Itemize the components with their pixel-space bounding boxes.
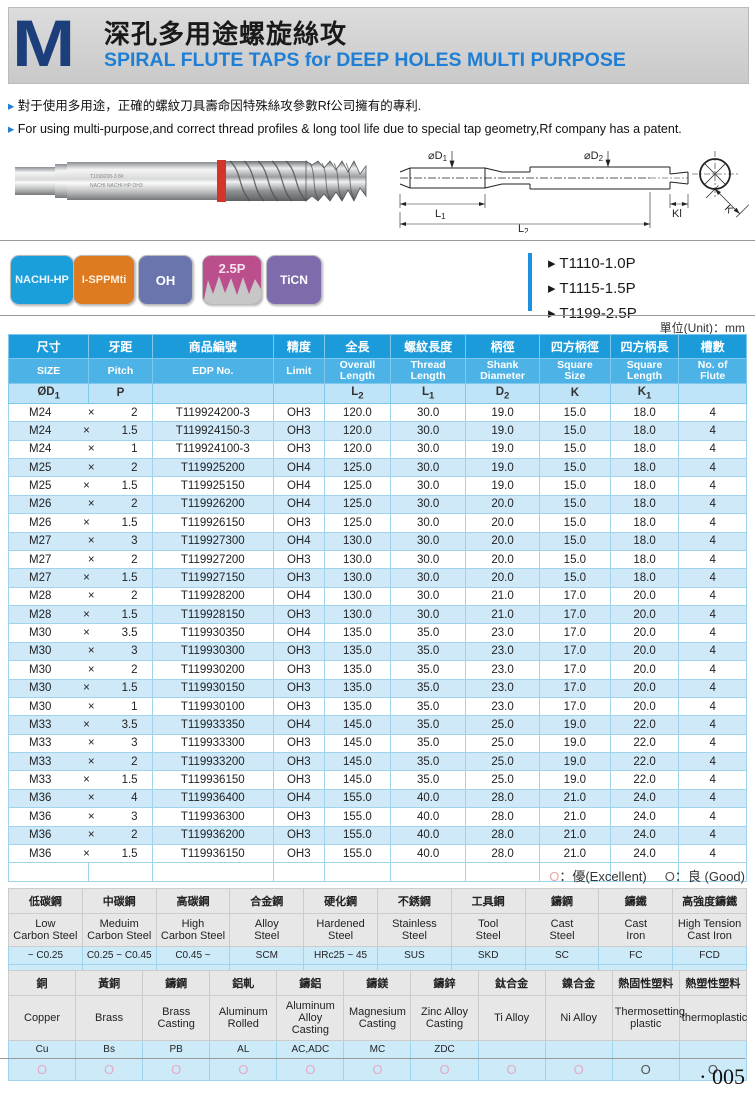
- svg-text:K: K: [722, 203, 735, 216]
- svg-text:NACHI NACHI-HP OH3: NACHI NACHI-HP OH3: [90, 183, 143, 189]
- svg-text:L2: L2: [518, 223, 529, 233]
- svg-text:Kl: Kl: [672, 208, 682, 220]
- svg-text:L1: L1: [435, 208, 446, 221]
- svg-text:⌀D2: ⌀D2: [584, 150, 604, 163]
- svg-text:⌀D1: ⌀D1: [428, 150, 448, 163]
- svg-text:T1199200-3 8#: T1199200-3 8#: [90, 174, 124, 180]
